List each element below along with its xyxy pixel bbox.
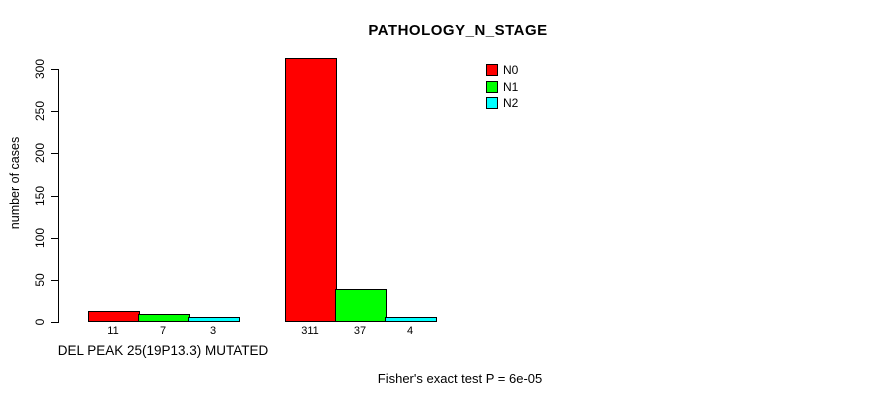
y-axis-tick [51,153,58,154]
y-axis-label: number of cases [8,136,22,230]
y-axis-tick-label: 250 [33,100,47,122]
y-axis-tick [51,238,58,239]
bar-value-label: 4 [406,325,414,337]
y-axis-tick-label: 50 [33,273,47,287]
legend-item-n0: N0 [486,64,518,76]
chart-title: PATHOLOGY_N_STAGE [368,22,548,39]
bar-n1-group2 [335,289,387,322]
bar-n0-group1 [88,311,140,322]
bar-n0-group2 [285,58,337,322]
x-axis-group-label: DEL PEAK 25(19P13.3) MUTATED [57,343,269,358]
y-axis-tick-label: 300 [33,58,47,80]
legend-swatch-n0 [486,64,498,76]
y-axis-tick [51,111,58,112]
y-axis-tick [51,69,58,70]
bar-value-label: 37 [353,325,367,337]
y-axis-tick [51,322,58,323]
fisher-test-annotation: Fisher's exact test P = 6e-05 [377,371,543,386]
legend-item-n2: N2 [486,97,518,109]
bar-value-label: 11 [107,325,119,337]
y-axis-tick-label: 100 [33,227,47,249]
y-axis-tick-label: 200 [33,142,47,164]
legend-label: N0 [503,63,519,77]
bar-value-label: 3 [209,325,217,337]
y-axis-line [58,69,59,323]
bar-value-label: 7 [159,325,167,337]
bar-n2-group1 [188,317,240,322]
legend-swatch-n1 [486,80,498,93]
y-axis-tick-label: 0 [33,318,47,326]
legend-label: N1 [503,79,519,94]
y-axis-tick [51,196,58,197]
legend-item-n1: N1 [486,79,519,94]
y-axis-tick [51,280,58,281]
bar-value-label: 311 [301,325,319,337]
legend-swatch-n2 [486,97,498,109]
bar-n1-group1 [138,314,190,322]
legend-label: N2 [503,96,519,110]
y-axis-tick-label: 150 [33,185,47,207]
bar-n2-group2 [385,317,437,322]
